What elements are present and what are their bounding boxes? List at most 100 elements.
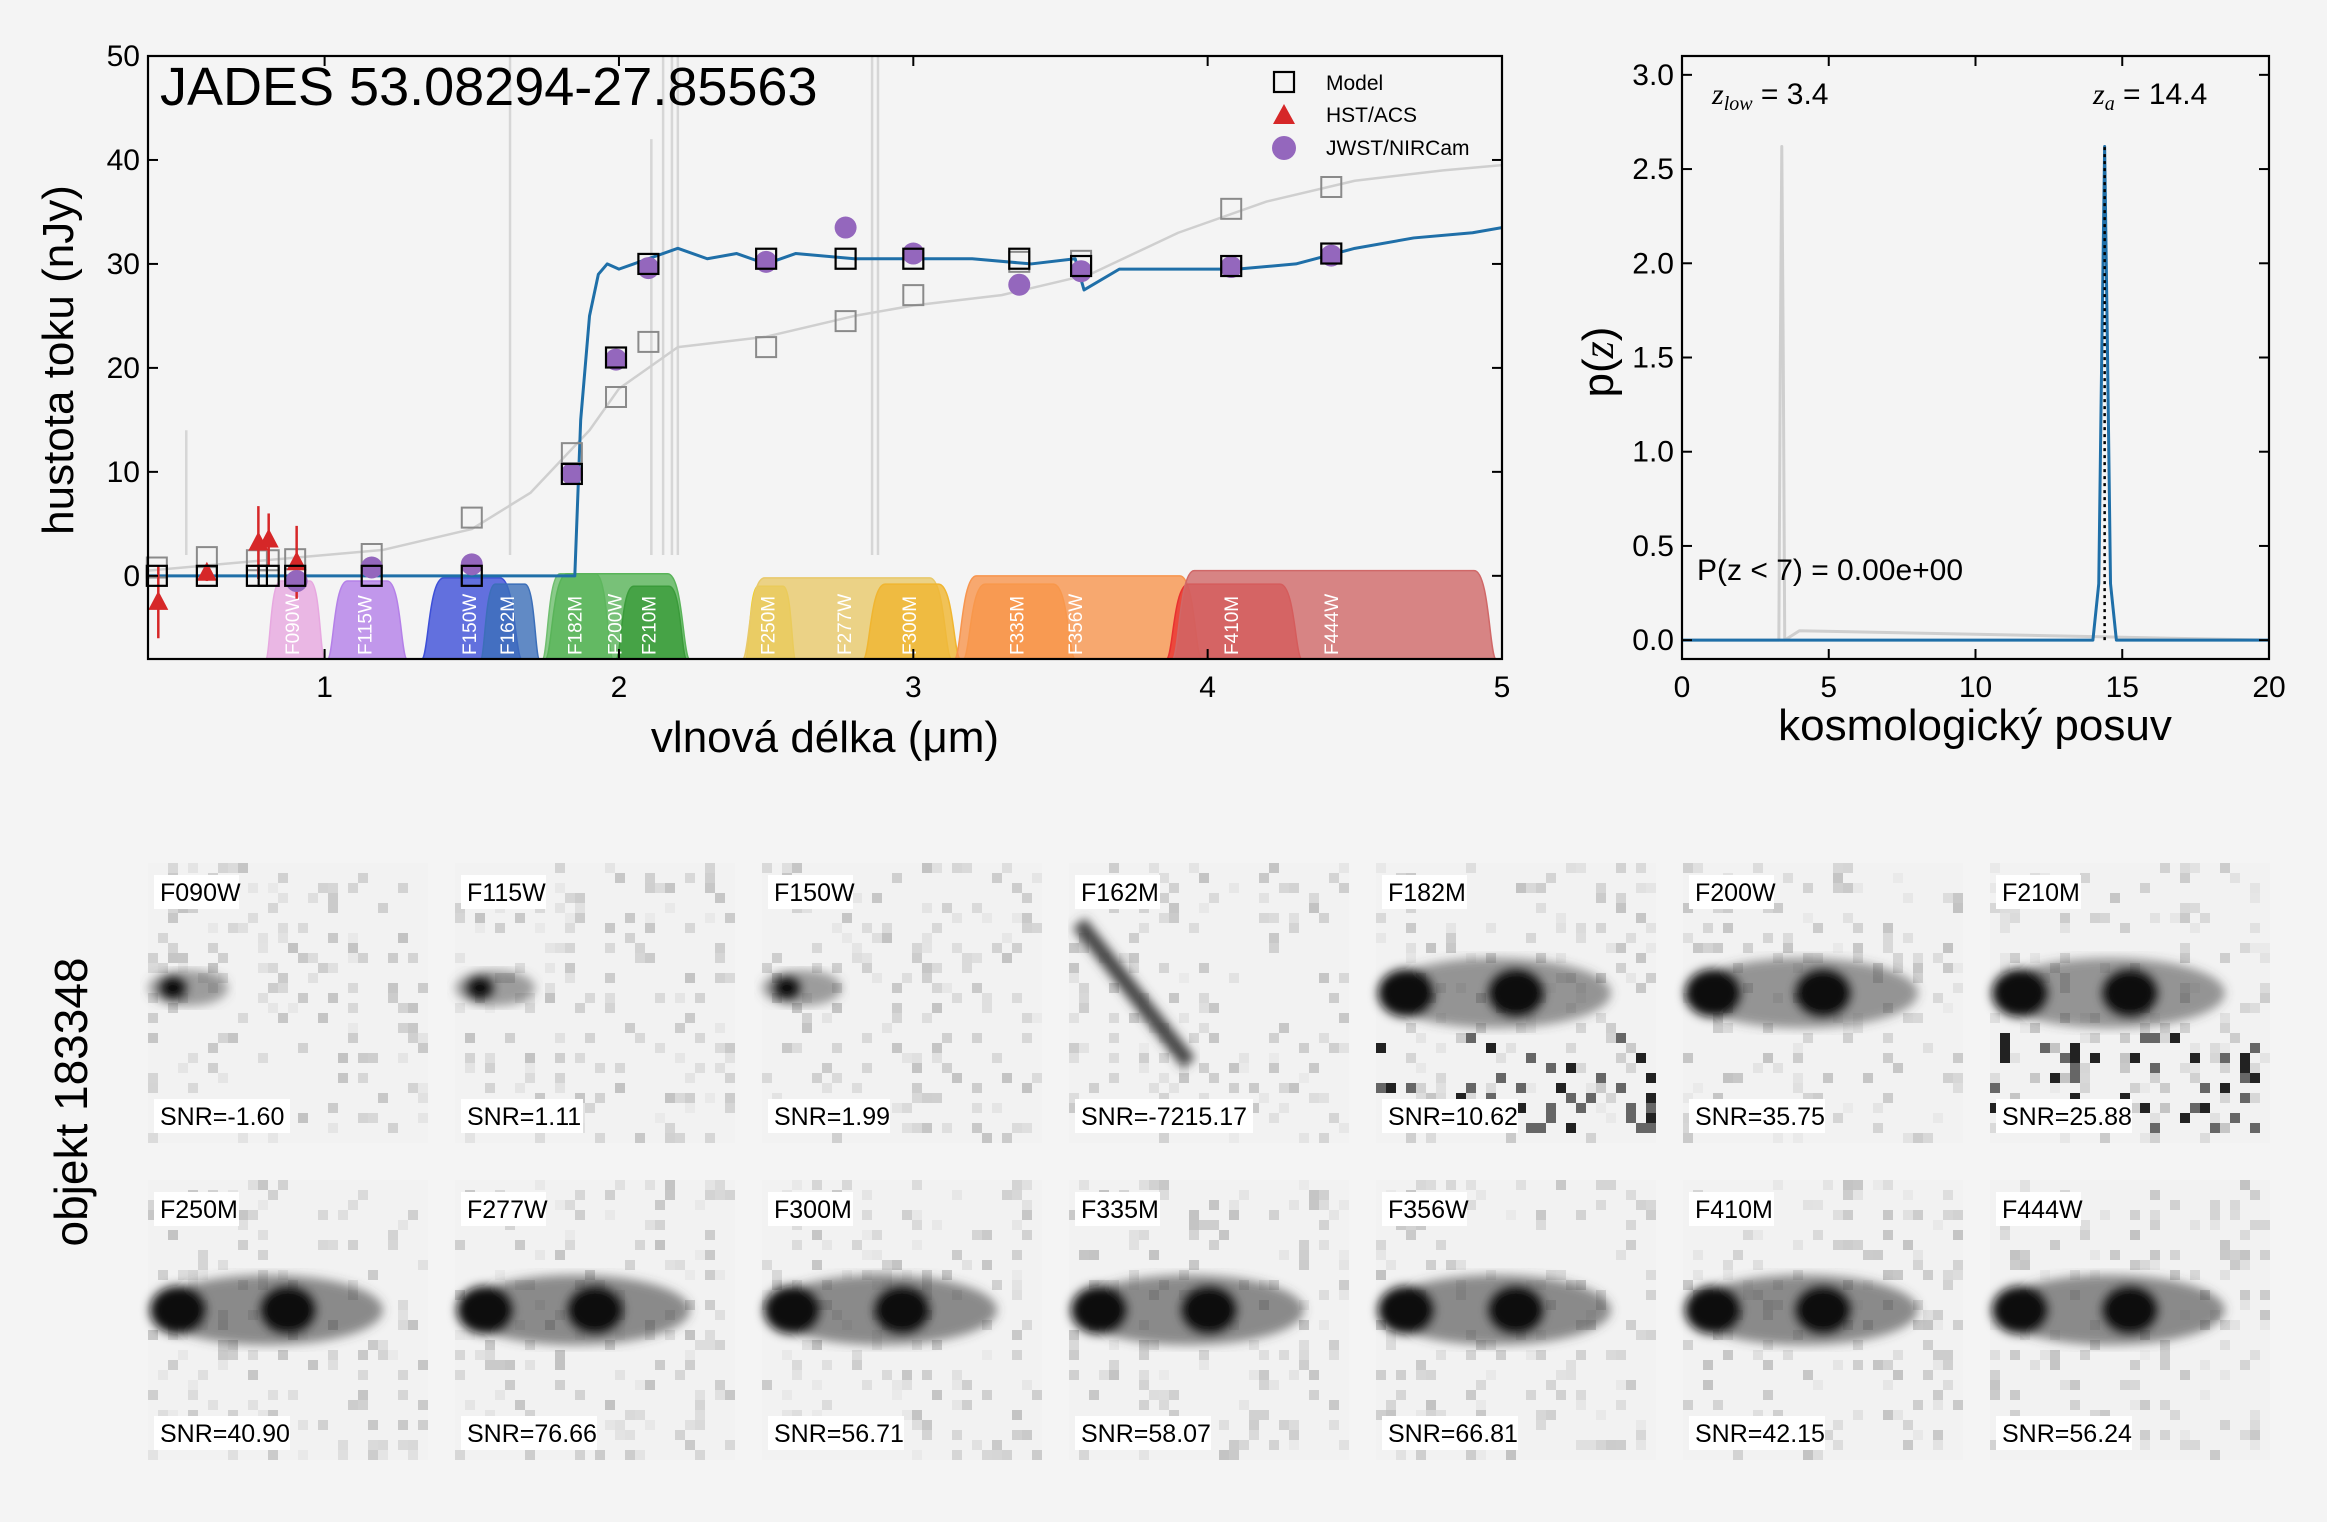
cutout-noise-pixel xyxy=(1109,983,1119,993)
cutout-source xyxy=(1992,1275,2225,1345)
cutout-noise-pixel xyxy=(495,923,505,933)
cutout-noise-pixel xyxy=(1109,1370,1119,1380)
cutout-noise-pixel xyxy=(1339,1043,1349,1053)
cutout-noise-pixel xyxy=(982,1320,992,1330)
cutout-noise-pixel xyxy=(1279,1103,1289,1113)
cutout-noise-pixel xyxy=(1636,1440,1646,1450)
cutout-noise-pixel xyxy=(2230,1033,2240,1043)
cutout-noise-pixel xyxy=(1386,1260,1396,1270)
cutout-noise-pixel xyxy=(2030,953,2040,963)
cutout-noise-pixel xyxy=(2180,943,2190,953)
cutout-noise-pixel xyxy=(555,1380,565,1390)
filter-label-f200w: F200W xyxy=(605,594,626,655)
cutout-noise-pixel xyxy=(1626,1103,1636,1113)
band-label: F335M xyxy=(1081,1196,1159,1224)
cutout-noise-pixel xyxy=(1626,1240,1636,1250)
cutout-noise-pixel xyxy=(398,1420,408,1430)
cutout-noise-pixel xyxy=(1289,1200,1299,1210)
cutout-noise-pixel xyxy=(1289,1440,1299,1450)
band-label: F162M xyxy=(1081,879,1159,907)
cutout-noise-pixel xyxy=(1703,943,1713,953)
cutout-noise-pixel xyxy=(972,953,982,963)
cutout-noise-pixel xyxy=(1129,1270,1139,1280)
secondary-model-square xyxy=(902,284,925,307)
cutout-noise-pixel xyxy=(1943,893,1953,903)
cutout-noise-pixel xyxy=(1713,1330,1723,1340)
cutout-noise-pixel xyxy=(1713,1023,1723,1033)
cutout-noise-pixel xyxy=(1903,1240,1913,1250)
cutout-noise-pixel xyxy=(1536,953,1546,963)
snr-label-bg xyxy=(1075,1416,1211,1450)
cutout-noise-pixel xyxy=(2070,1270,2080,1280)
cutout-noise-pixel xyxy=(1249,1103,1259,1113)
cutout-noise-pixel xyxy=(932,863,942,873)
cutout-noise-pixel xyxy=(1943,1350,1953,1360)
cutout-noise-pixel xyxy=(555,1200,565,1210)
cutout-noise-pixel xyxy=(1743,943,1753,953)
cutout-noise-pixel xyxy=(418,1033,428,1043)
cutout-noise-pixel xyxy=(388,953,398,963)
filter-curve-f300m xyxy=(862,583,962,659)
cutout-noise-pixel xyxy=(1426,1133,1436,1143)
cutout-noise-pixel xyxy=(1833,1360,1843,1370)
cutout-noise-pixel xyxy=(1426,943,1436,953)
cutout-noise-pixel xyxy=(475,913,485,923)
cutout-noise-pixel xyxy=(655,1240,665,1250)
snr-label-bg xyxy=(1689,1416,1825,1450)
cutout-noise-pixel xyxy=(455,1370,465,1380)
cutout-noise-pixel xyxy=(1903,1440,1913,1450)
legend-model-marker xyxy=(1272,70,1296,94)
source-blob xyxy=(2102,969,2158,1017)
model-square xyxy=(637,252,660,276)
source-blob xyxy=(567,1286,623,1334)
cutout-noise-pixel xyxy=(912,1340,922,1350)
band-label-bg xyxy=(1382,1192,1467,1226)
cutout-noise-pixel xyxy=(1943,1380,1953,1390)
cutout-noise-pixel xyxy=(715,1023,725,1033)
cutout-noise-pixel xyxy=(1606,1023,1616,1033)
cutout-noise-pixel xyxy=(705,1180,715,1190)
cutout-noise-pixel xyxy=(495,1270,505,1280)
cutout-noise-pixel xyxy=(1269,1440,1279,1450)
cutout-noise-pixel xyxy=(1476,1190,1486,1200)
cutout-noise-pixel xyxy=(535,1250,545,1260)
cutout-noise-pixel xyxy=(1299,1300,1309,1310)
cutout-noise-pixel xyxy=(1209,893,1219,903)
cutout-noise-pixel xyxy=(1386,1400,1396,1410)
cutout-noise-pixel xyxy=(645,883,655,893)
cutout-noise-pixel xyxy=(328,1360,338,1370)
cutout-noise-pixel xyxy=(872,1270,882,1280)
cutout-noise-pixel xyxy=(982,1230,992,1240)
cutout-noise-pixel xyxy=(1259,913,1269,923)
cutout-noise-pixel xyxy=(2080,1073,2090,1083)
cutout-noise-pixel xyxy=(1139,923,1149,933)
cutout-noise-pixel xyxy=(1576,1210,1586,1220)
band-label: F210M xyxy=(2002,879,2080,907)
cutout-noise-pixel xyxy=(1616,903,1626,913)
cutout-noise-pixel xyxy=(1199,963,1209,973)
cutout-noise-pixel xyxy=(1576,1023,1586,1033)
cutout-noise-pixel xyxy=(168,1360,178,1370)
cutout-noise-pixel xyxy=(418,1093,428,1103)
cutout-noise-pixel xyxy=(762,1260,772,1270)
cutout-noise-pixel xyxy=(1476,1380,1486,1390)
cutout-noise-pixel xyxy=(992,1450,1002,1460)
cutout-noise-pixel xyxy=(148,1073,158,1083)
cutout-noise-pixel xyxy=(348,943,358,953)
cutout-noise-pixel xyxy=(605,1210,615,1220)
cutout-noise-pixel xyxy=(1803,1033,1813,1043)
cutout-noise-pixel xyxy=(655,1220,665,1230)
cutout-noise-pixel xyxy=(1793,1073,1803,1083)
cutout-noise-pixel xyxy=(2100,1210,2110,1220)
cutout-noise-pixel xyxy=(1416,1360,1426,1370)
cutout-noise-pixel xyxy=(705,873,715,883)
cutout-noise-pixel xyxy=(725,1093,735,1103)
cutout-noise-pixel xyxy=(832,1003,842,1013)
cutout-noise-pixel xyxy=(1129,953,1139,963)
band-label: F250M xyxy=(160,1196,238,1224)
cutout-noise-pixel xyxy=(1606,1113,1616,1123)
cutout-noise-pixel xyxy=(1626,1380,1636,1390)
cutout-noise-pixel xyxy=(962,863,972,873)
snr-label: SNR=10.62 xyxy=(1388,1103,1518,1131)
cutout-noise-pixel xyxy=(485,1350,495,1360)
